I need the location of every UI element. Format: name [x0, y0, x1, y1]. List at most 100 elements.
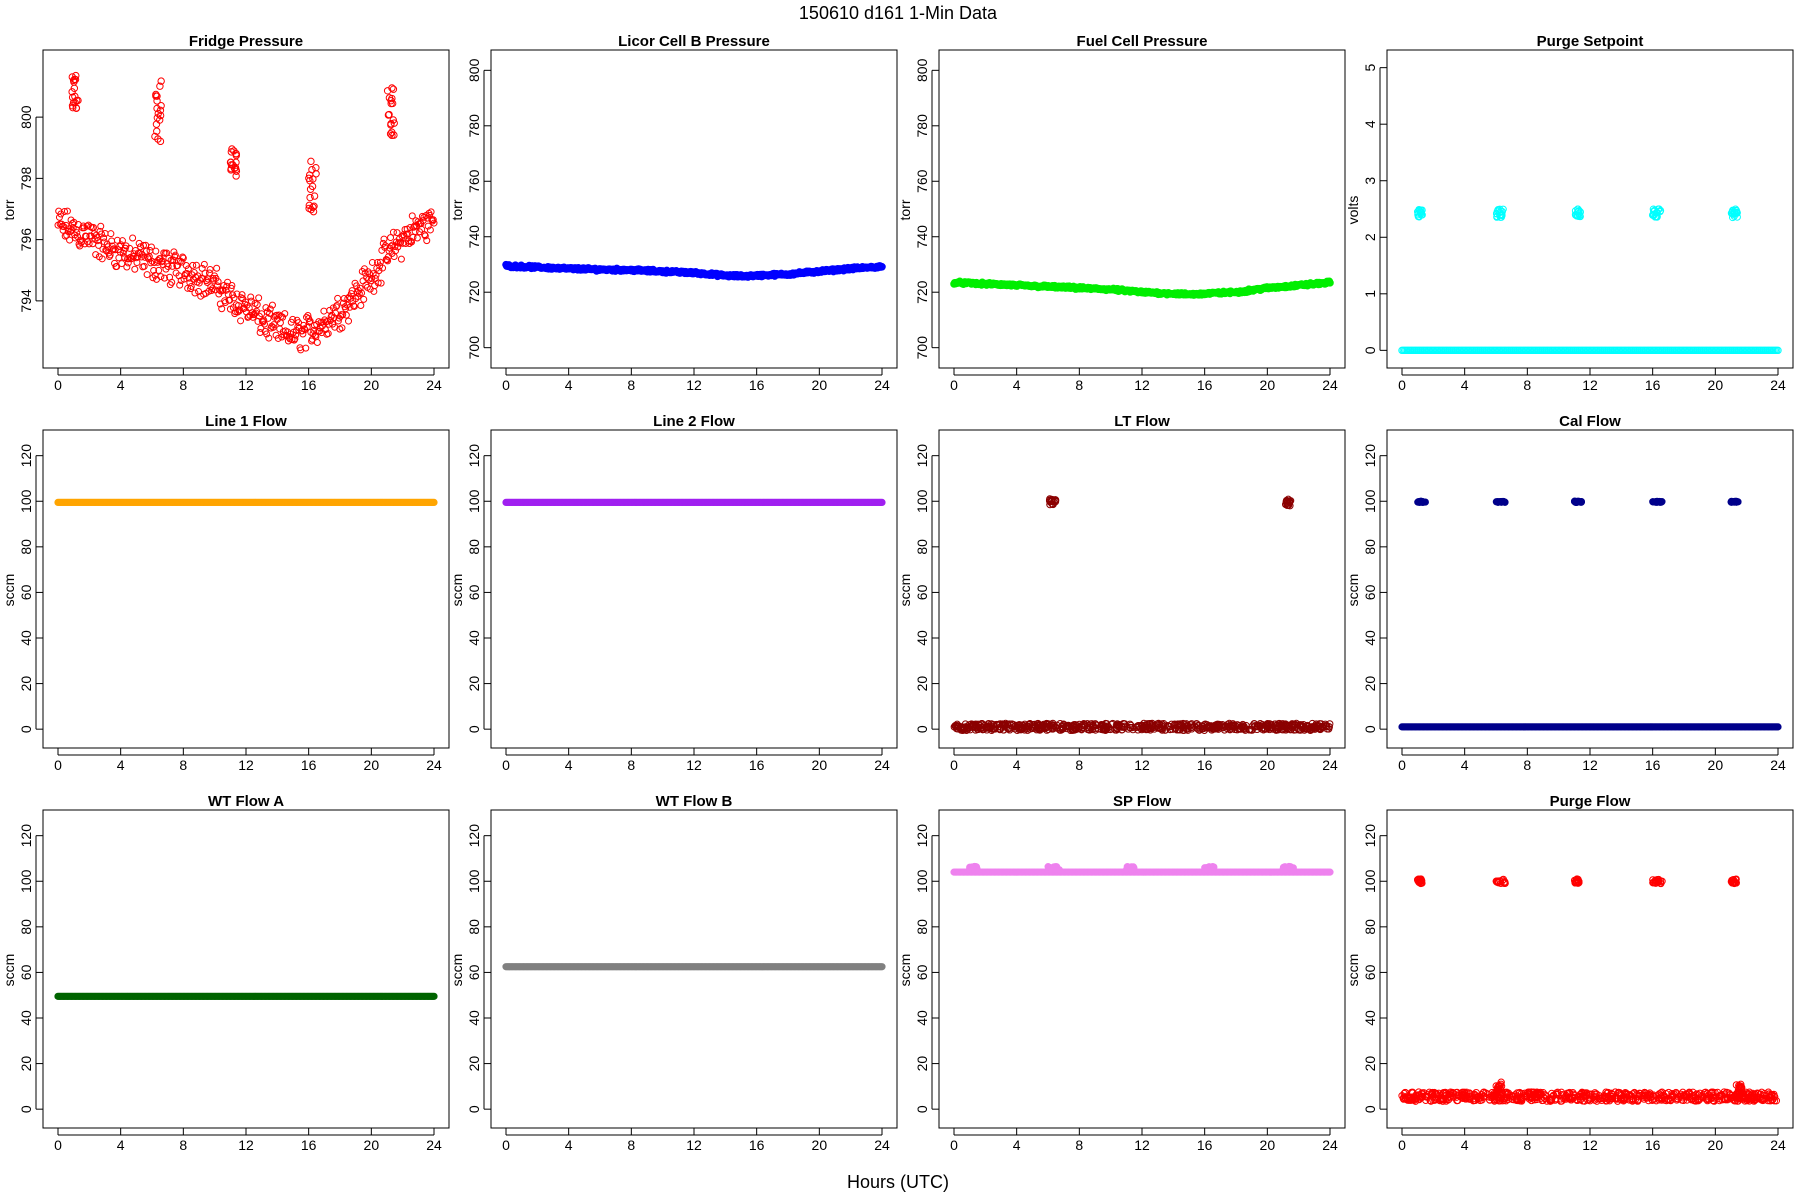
x-tick-label: 24 — [1770, 757, 1786, 773]
x-tick-label: 24 — [426, 1137, 442, 1153]
x-tick-label: 16 — [301, 757, 317, 773]
y-tick-label: 700 — [914, 336, 930, 360]
data-point — [264, 314, 272, 322]
x-tick-label: 12 — [238, 377, 254, 393]
x-tick-label: 12 — [686, 1137, 702, 1153]
x-tick-label: 8 — [179, 377, 187, 393]
y-tick-label: 40 — [18, 630, 34, 646]
data-point — [406, 224, 414, 232]
data-point — [113, 262, 121, 270]
data-point — [98, 255, 106, 263]
x-tick-label: 20 — [1260, 1137, 1276, 1153]
data-point — [210, 276, 218, 284]
data-point — [100, 234, 108, 242]
data-point — [377, 279, 385, 287]
y-tick-label: 40 — [18, 1010, 34, 1026]
data-point — [348, 287, 356, 295]
data-point — [1658, 498, 1666, 506]
y-tick-label: 60 — [914, 964, 930, 980]
x-tick-label: 4 — [1013, 1137, 1021, 1153]
data-point — [426, 211, 434, 219]
x-tick-label: 0 — [1398, 377, 1406, 393]
data-points — [54, 71, 438, 354]
y-axis-label: sccm — [897, 954, 913, 987]
data-point — [219, 286, 227, 294]
data-point — [430, 498, 438, 506]
x-tick-label: 12 — [1134, 757, 1150, 773]
x-tick-label: 20 — [1708, 757, 1724, 773]
data-point — [263, 330, 271, 338]
x-tick-label: 24 — [874, 757, 890, 773]
x-tick-label: 0 — [54, 1137, 62, 1153]
data-point — [270, 321, 278, 329]
data-point — [407, 237, 415, 245]
data-point — [135, 239, 143, 247]
plot-frame — [1386, 429, 1794, 749]
data-point — [206, 265, 214, 273]
x-tick-label: 24 — [426, 757, 442, 773]
data-point — [103, 247, 111, 255]
data-point — [388, 94, 396, 103]
data-point — [393, 229, 401, 237]
data-point — [320, 307, 328, 315]
data-point — [310, 192, 319, 200]
data-point — [231, 163, 240, 172]
data-point — [319, 318, 327, 326]
plot-frame — [490, 429, 898, 749]
data-point — [77, 239, 85, 247]
y-tick-label: 80 — [466, 539, 482, 555]
plot-frame — [42, 809, 450, 1129]
data-point — [413, 234, 421, 242]
data-point — [305, 318, 313, 326]
data-point — [154, 135, 162, 143]
data-point — [398, 232, 406, 240]
x-tick-label: 4 — [117, 377, 125, 393]
y-tick-label: 0 — [18, 725, 34, 733]
data-point — [70, 84, 79, 92]
data-point — [57, 210, 65, 218]
data-point — [291, 335, 299, 343]
data-point — [110, 245, 118, 253]
data-point — [244, 313, 252, 321]
data-point — [309, 203, 317, 211]
x-tick-label: 12 — [238, 1137, 254, 1153]
x-tick-label: 12 — [1134, 1137, 1150, 1153]
data-point — [142, 247, 150, 255]
data-point — [247, 293, 255, 301]
y-tick-label: 0 — [914, 1105, 930, 1113]
data-point — [1649, 498, 1657, 506]
data-point — [339, 311, 347, 319]
x-tick-label: 4 — [1461, 377, 1469, 393]
data-point — [262, 304, 270, 312]
y-axis-label: torr — [449, 199, 465, 220]
data-point — [310, 202, 318, 210]
plot-frame — [938, 809, 1346, 1129]
data-point — [421, 231, 429, 239]
data-point — [281, 310, 289, 318]
x-tick-label: 16 — [301, 1137, 317, 1153]
data-point — [878, 262, 886, 271]
data-point — [72, 71, 80, 80]
data-point — [1774, 723, 1782, 731]
x-tick-label: 8 — [627, 1137, 635, 1153]
data-point — [878, 963, 886, 971]
data-point — [255, 294, 263, 302]
x-tick-label: 8 — [1523, 757, 1531, 773]
data-point — [97, 230, 105, 238]
x-tick-label: 16 — [1197, 757, 1213, 773]
data-point — [324, 330, 332, 338]
data-point — [357, 301, 365, 309]
y-tick-label: 720 — [466, 280, 482, 304]
data-point — [155, 266, 163, 274]
data-point — [253, 301, 261, 309]
data-point — [1051, 866, 1060, 874]
data-point — [55, 213, 63, 221]
data-point — [152, 247, 160, 255]
data-point — [157, 77, 165, 85]
data-point — [154, 256, 162, 264]
panel-title: Licor Cell B Pressure — [618, 33, 770, 50]
data-point — [137, 253, 145, 261]
